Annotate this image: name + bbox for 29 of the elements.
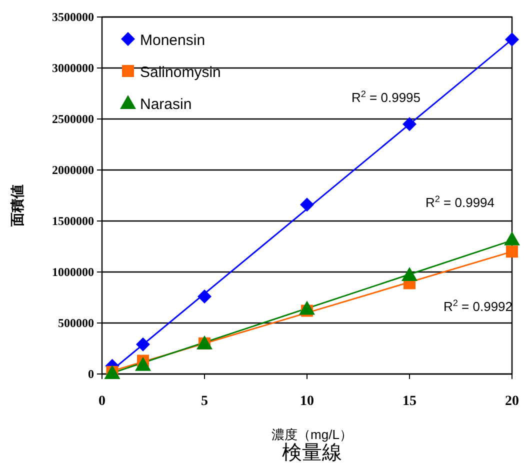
point — [505, 32, 519, 46]
y-tick-label: 0 — [88, 367, 94, 381]
y-tick-label: 1500000 — [52, 214, 94, 228]
point — [136, 337, 150, 352]
x-axis-title: 濃度（mg/L） — [272, 427, 352, 442]
y-axis-title: 面積値 — [9, 184, 25, 228]
point — [504, 231, 520, 246]
point — [506, 246, 518, 258]
x-tick-label: 5 — [201, 394, 208, 409]
x-tick-label: 0 — [98, 394, 106, 409]
annotation: R$^{2}$ = 0.9995 — [351, 89, 421, 105]
x-tick-label: 15 — [402, 394, 416, 409]
y-tick-label: 2500000 — [52, 112, 94, 126]
x-tick-label: 20 — [505, 394, 519, 409]
annotation: R$^{2}$ = 0.9994 — [425, 194, 495, 210]
y-tick-label: 2000000 — [52, 163, 94, 177]
point — [402, 267, 418, 282]
point — [402, 117, 416, 132]
y-tick-label: 3000000 — [52, 61, 94, 75]
annotation: R$^{2}$ = 0.9992 — [443, 298, 513, 314]
point — [198, 289, 212, 304]
point — [135, 356, 151, 371]
y-tick-label: 3500000 — [52, 10, 94, 24]
y-tick-label: 500000 — [58, 316, 94, 330]
y-tick-label: 1000000 — [52, 265, 94, 279]
point — [300, 198, 314, 212]
x-tick-label: 10 — [300, 394, 314, 409]
point — [299, 300, 315, 315]
text: 検量線 — [282, 442, 342, 463]
